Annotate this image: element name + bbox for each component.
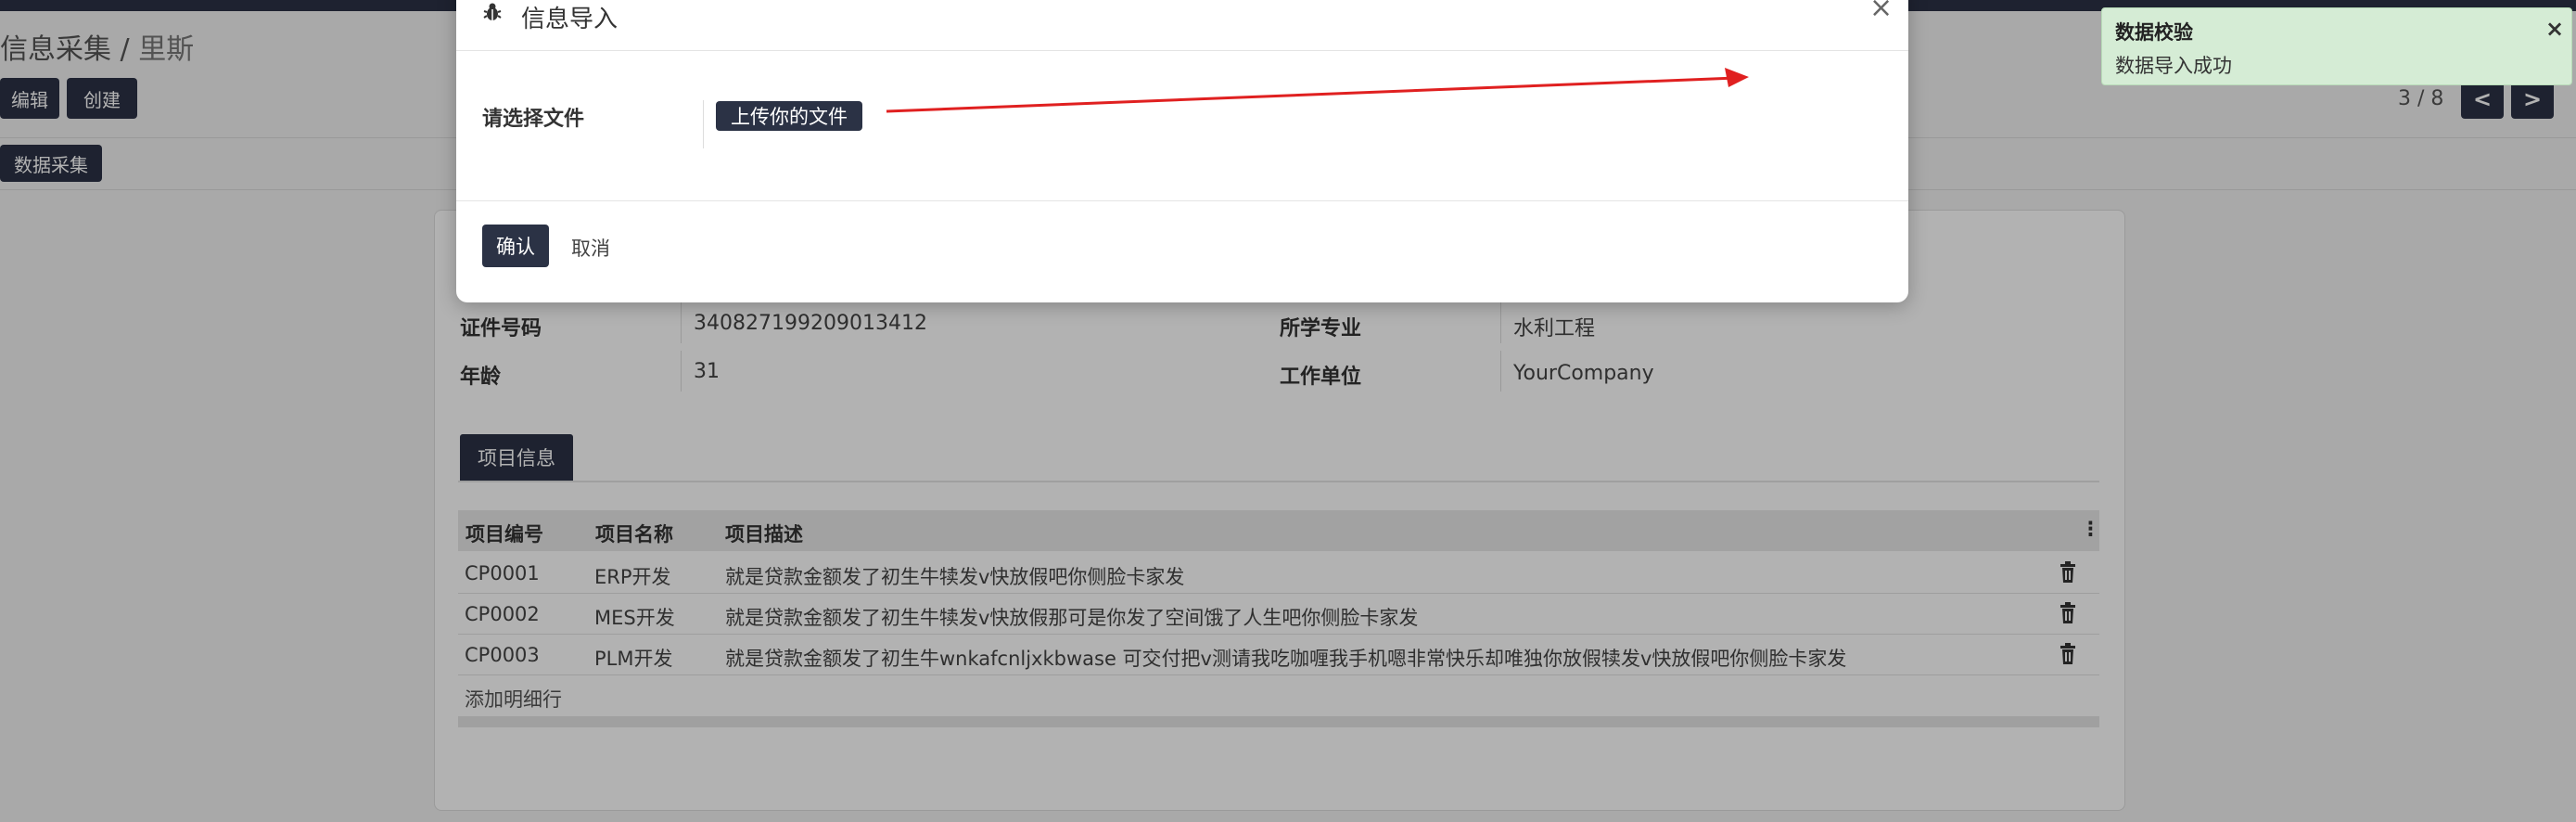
- table-row[interactable]: CP0001 ERP开发 就是贷款金额发了初生牛犊发v快放假吧你侧脸卡家发: [458, 553, 2099, 594]
- edit-button[interactable]: 编辑: [0, 78, 59, 119]
- field-separator: [681, 351, 682, 392]
- table-header: 项目编号 项目名称 项目描述 ⋮: [458, 510, 2100, 551]
- id-number-label: 证件号码: [460, 317, 542, 340]
- cell-desc: 就是贷款金额发了初生牛犊发v快放假吧你侧脸卡家发: [725, 566, 1185, 588]
- column-header-code[interactable]: 项目编号: [465, 523, 543, 546]
- company-label: 工作单位: [1280, 366, 1362, 389]
- modal-header-divider: [456, 50, 1908, 51]
- major-value: 水利工程: [1513, 317, 1596, 340]
- data-collect-button[interactable]: 数据采集: [0, 145, 102, 182]
- cell-desc: 就是贷款金额发了初生牛wnkafcnljxkbwase 可交付把v测请我吃咖喱我…: [725, 648, 1847, 670]
- tab-project-info[interactable]: 项目信息: [460, 434, 573, 481]
- cell-code: CP0003: [465, 644, 540, 666]
- confirm-button[interactable]: 确认: [482, 225, 549, 267]
- data-collect-button-label: 数据采集: [14, 153, 88, 176]
- chevron-left-icon: <: [2472, 86, 2493, 112]
- cell-name: PLM开发: [594, 648, 673, 670]
- breadcrumb-separator: /: [111, 33, 139, 66]
- field-separator: [703, 100, 704, 148]
- breadcrumb: 信息采集 / 里斯: [0, 26, 194, 67]
- company-value: YourCompany: [1513, 362, 1654, 385]
- trash-icon[interactable]: [2059, 561, 2077, 584]
- cell-code: CP0001: [465, 562, 540, 584]
- close-icon[interactable]: ×: [2545, 16, 2565, 42]
- modal-footer-divider: [456, 200, 1908, 201]
- cell-code: CP0002: [465, 603, 540, 625]
- cell-name: ERP开发: [594, 566, 671, 588]
- breadcrumb-current: 里斯: [138, 33, 195, 66]
- chevron-right-icon: >: [2522, 86, 2543, 112]
- age-label: 年龄: [460, 366, 502, 389]
- confirm-button-label: 确认: [496, 236, 535, 258]
- table-row[interactable]: CP0002 MES开发 就是贷款金额发了初生牛犊发v快放假那可是你发了空间饿了…: [458, 594, 2099, 635]
- breadcrumb-parent[interactable]: 信息采集: [0, 33, 111, 66]
- major-label: 所学专业: [1280, 317, 1362, 340]
- field-separator: [1500, 351, 1501, 392]
- close-icon[interactable]: ×: [1869, 0, 1894, 24]
- cancel-button[interactable]: 取消: [571, 238, 610, 260]
- create-button-label: 创建: [83, 88, 121, 111]
- file-select-label: 请选择文件: [482, 108, 585, 131]
- trash-icon[interactable]: [2059, 643, 2077, 665]
- table-footer: [458, 716, 2099, 727]
- column-options-icon[interactable]: ⋮: [2081, 518, 2100, 540]
- column-header-name[interactable]: 项目名称: [595, 523, 673, 546]
- toast-message: 数据导入成功: [2115, 55, 2232, 77]
- pager-prev-button[interactable]: <: [2461, 80, 2504, 119]
- field-separator: [1500, 302, 1501, 343]
- column-header-desc[interactable]: 项目描述: [725, 523, 803, 546]
- import-modal: 信息导入 × 请选择文件 上传你的文件 确认 取消: [456, 0, 1908, 302]
- id-number-value: 340827199209013412: [694, 312, 927, 335]
- upload-file-button-label: 上传你的文件: [731, 106, 848, 128]
- annotation-arrow: [886, 68, 1749, 113]
- pager-next-button[interactable]: >: [2511, 80, 2554, 119]
- field-separator: [681, 302, 682, 343]
- table-row[interactable]: CP0003 PLM开发 就是贷款金额发了初生牛wnkafcnljxkbwase…: [458, 635, 2099, 675]
- modal-title: 信息导入: [521, 6, 618, 33]
- cell-name: MES开发: [594, 607, 675, 629]
- toast-title: 数据校验: [2115, 21, 2193, 44]
- tab-underline: [458, 481, 2099, 482]
- create-button[interactable]: 创建: [67, 78, 137, 119]
- edit-button-label: 编辑: [11, 88, 48, 111]
- notification-toast: 数据校验 数据导入成功 ×: [2101, 7, 2572, 85]
- pager-counter: 3 / 8: [2398, 87, 2444, 110]
- trash-icon[interactable]: [2059, 602, 2077, 624]
- age-value: 31: [694, 360, 720, 383]
- tab-project-info-label: 项目信息: [478, 447, 555, 469]
- bug-icon: [483, 3, 502, 20]
- upload-file-button[interactable]: 上传你的文件: [716, 101, 862, 131]
- add-line-link[interactable]: 添加明细行: [465, 688, 562, 711]
- cell-desc: 就是贷款金额发了初生牛犊发v快放假那可是你发了空间饿了人生吧你侧脸卡家发: [725, 607, 1419, 629]
